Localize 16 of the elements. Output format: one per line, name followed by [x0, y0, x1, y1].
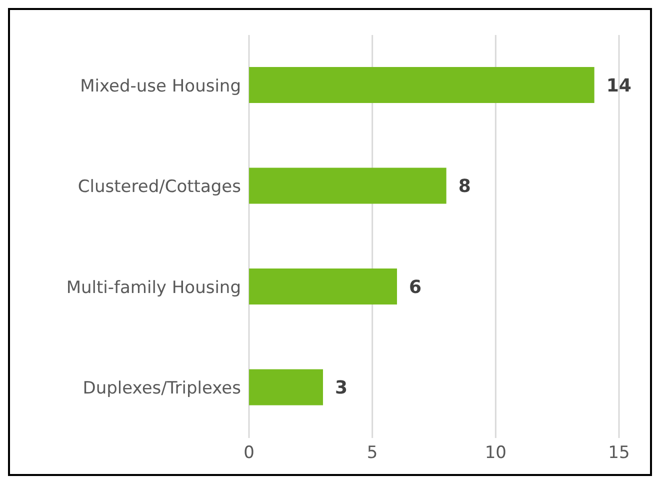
data-label: 3 — [335, 378, 348, 399]
bar — [249, 67, 594, 103]
y-tick-label: Multi-family Housing — [66, 278, 241, 298]
x-tick-label: 5 — [366, 443, 378, 464]
y-tick-label: Clustered/Cottages — [78, 177, 242, 198]
y-tick-label: Mixed-use Housing — [80, 76, 241, 96]
bar — [249, 168, 446, 204]
y-tick-label: Duplexes/Triplexes — [82, 378, 242, 399]
data-label: 6 — [409, 276, 422, 298]
bar — [249, 369, 323, 406]
data-label: 14 — [606, 75, 632, 96]
x-tick-label: 10 — [484, 443, 506, 464]
x-tick-label: 15 — [608, 443, 630, 464]
bar — [249, 268, 397, 304]
data-label: 8 — [458, 176, 471, 198]
x-tick-label: 0 — [244, 443, 254, 464]
